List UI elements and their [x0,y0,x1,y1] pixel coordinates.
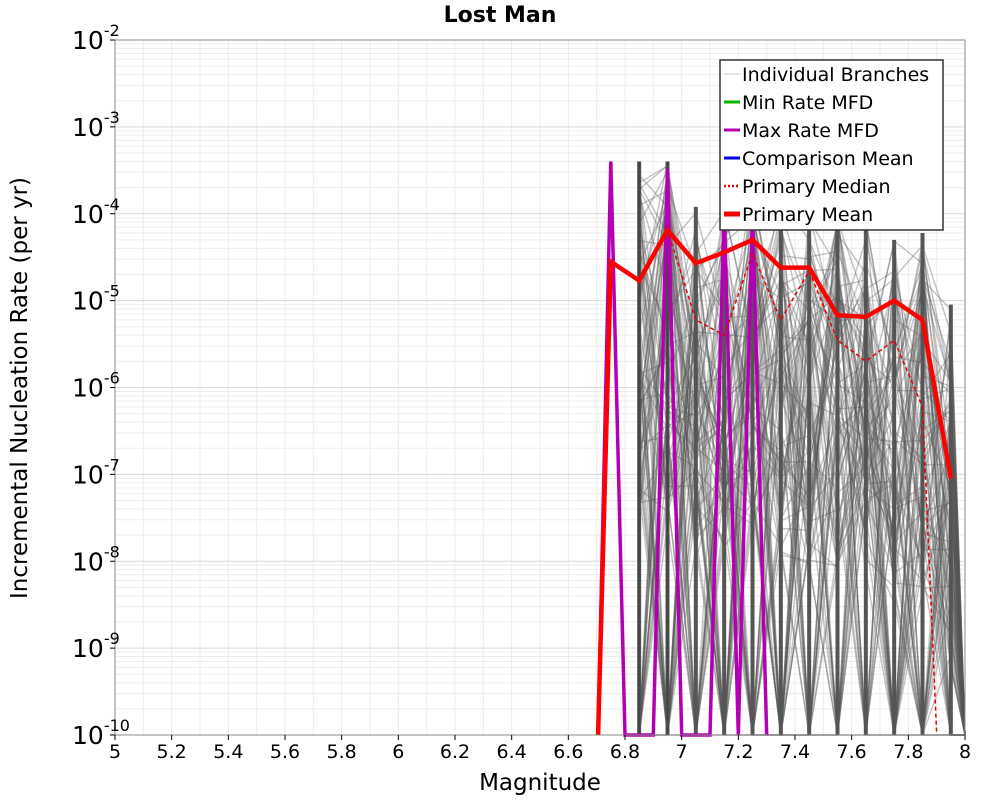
legend-box [719,59,944,231]
x-tick-label: 7.4 [780,741,810,763]
x-tick-label: 7.2 [723,741,753,763]
x-tick-label: 6 [392,741,404,763]
chart-title: Lost Man [444,3,557,28]
x-axis-label: Magnitude [479,770,601,796]
legend-label: Primary Mean [742,204,873,226]
y-tick-label: 10-5 [72,282,120,316]
x-tick-label: 5.6 [270,741,300,763]
y-tick-label: 10-6 [72,369,120,403]
y-axis-label: Incremental Nucleation Rate (per yr) [7,177,33,599]
x-tick-label: 7.8 [893,741,923,763]
legend-label: Comparison Mean [742,148,914,170]
x-tick-label: 7.6 [837,741,867,763]
grid [114,40,966,736]
y-tick-label: 10-8 [72,542,120,576]
x-tick-label: 6.8 [610,741,640,763]
x-tick-label: 5 [109,741,121,763]
x-axis-ticks: 5 5.2 5.4 5.6 5.8 6 6.2 6.4 6.6 6.8 7 7.2 7.4 7.6 7.8 8 [109,735,971,763]
x-tick-label: 7 [676,741,688,763]
legend-label: Max Rate MFD [742,120,879,142]
legend-label: Min Rate MFD [742,92,873,114]
x-tick-label: 6.2 [440,741,470,763]
x-tick-label: 6.6 [553,741,583,763]
y-tick-label: 10-3 [72,108,120,142]
series-line-primary-mean [595,226,954,736]
x-tick-label: 6.4 [497,741,527,763]
legend-label: Individual Branches [742,64,929,86]
x-tick-label: 5.4 [213,741,243,763]
legend: Individual Branches Min Rate MFD Max Rate … [719,59,944,231]
x-tick-label: 8 [959,741,971,763]
y-tick-label: 10-2 [72,21,120,55]
x-tick-label: 5.2 [157,741,187,763]
y-tick-label: 10-10 [72,716,130,750]
y-tick-label: 10-4 [72,195,120,229]
legend-label: Primary Median [742,176,891,198]
x-tick-label: 5.8 [327,741,357,763]
y-axis-ticks: 10-2 10-3 10-4 10-5 10-6 10-7 10-8 10-9 10-10 [72,21,130,750]
y-tick-label: 10-9 [72,629,120,663]
y-tick-label: 10-7 [72,455,120,489]
